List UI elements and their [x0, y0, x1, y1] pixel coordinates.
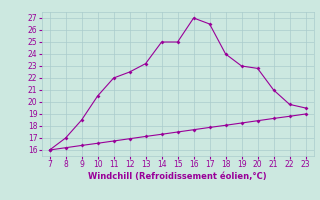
X-axis label: Windchill (Refroidissement éolien,°C): Windchill (Refroidissement éolien,°C) [88, 172, 267, 181]
